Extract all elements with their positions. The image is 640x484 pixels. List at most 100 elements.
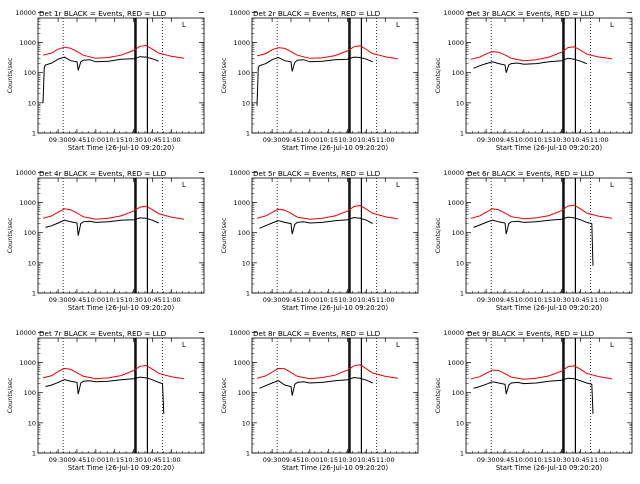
x-tick-label: 10:45 xyxy=(571,136,590,144)
series-lld-line xyxy=(42,364,184,380)
x-tick-label: 10:15 xyxy=(319,456,338,464)
y-tick-label: 10 xyxy=(242,259,250,267)
series-events-line xyxy=(473,216,594,266)
x-tick-label: 09:45 xyxy=(496,296,515,304)
y-tick-label: 1 xyxy=(32,130,36,138)
x-tick-label: 10:30 xyxy=(124,456,143,464)
y-tick-label: 100 xyxy=(238,229,250,237)
x-tick-label: 10:00 xyxy=(86,136,105,144)
x-axis-label: Start Time (26-Jul-10 09:20:20) xyxy=(496,304,603,312)
x-axis-label: Start Time (26-Jul-10 09:20:20) xyxy=(68,464,175,472)
series-lld-line xyxy=(42,205,184,220)
panel-title: Det 6r BLACK = Events, RED = LLD xyxy=(467,169,595,178)
x-tick-label: 10:15 xyxy=(533,136,552,144)
x-tick-label: 10:45 xyxy=(143,456,162,464)
series-lld-line xyxy=(470,365,612,380)
x-tick-label: 10:15 xyxy=(319,136,338,144)
y-axis-label: Counts/sec xyxy=(220,217,228,253)
x-tick-label: 11:00 xyxy=(590,456,609,464)
series-events-line xyxy=(45,376,165,414)
x-tick-label: 11:00 xyxy=(376,136,395,144)
series-events-line xyxy=(45,217,159,236)
legend-marker: L xyxy=(182,181,186,189)
x-axis-label: Start Time (26-Jul-10 09:20:20) xyxy=(496,144,603,152)
series-lld-line xyxy=(42,44,184,59)
y-tick-label: 1 xyxy=(32,450,36,458)
x-tick-label: 09:30 xyxy=(49,296,68,304)
x-tick-label: 09:45 xyxy=(282,136,301,144)
x-tick-label: 10:30 xyxy=(124,296,143,304)
series-lld-line xyxy=(470,204,612,220)
detector-panel-6: Det 6r BLACK = Events, RED = LLD 1 10 100 10… xyxy=(434,169,633,312)
y-tick-label: 10 xyxy=(456,259,464,267)
legend-marker: L xyxy=(610,181,614,189)
x-tick-label: 09:30 xyxy=(477,296,496,304)
x-tick-label: 10:15 xyxy=(319,296,338,304)
series-lld-line xyxy=(256,364,398,380)
detector-panel-4: Det 4r BLACK = Events, RED = LLD 1 10 100 10… xyxy=(6,169,205,312)
x-tick-label: 10:30 xyxy=(552,456,571,464)
panel-title: Det 5r BLACK = Events, RED = LLD xyxy=(253,169,381,178)
y-tick-label: 1000 xyxy=(447,199,464,207)
x-tick-label: 11:00 xyxy=(590,136,609,144)
panel-title: Det 7r BLACK = Events, RED = LLD xyxy=(39,329,167,338)
legend-marker: L xyxy=(396,21,400,29)
y-tick-label: 10 xyxy=(28,259,36,267)
detector-panel-7: Det 7r BLACK = Events, RED = LLD 1 10 100 10… xyxy=(6,329,205,472)
x-axis-label: Start Time (26-Jul-10 09:20:20) xyxy=(282,144,389,152)
x-tick-label: 09:30 xyxy=(263,456,282,464)
x-tick-label: 10:30 xyxy=(124,136,143,144)
x-tick-label: 10:45 xyxy=(357,136,376,144)
y-tick-label: 100 xyxy=(24,389,36,397)
y-tick-label: 10 xyxy=(242,419,250,427)
y-tick-label: 1 xyxy=(460,130,464,138)
series-events-line xyxy=(42,56,159,103)
x-tick-label: 09:45 xyxy=(496,136,515,144)
y-tick-label: 1 xyxy=(32,290,36,298)
y-axis-label: Counts/sec xyxy=(434,377,442,413)
y-tick-label: 1000 xyxy=(19,39,36,47)
y-tick-label: 10000 xyxy=(443,9,464,17)
x-tick-label: 10:00 xyxy=(86,456,105,464)
x-tick-label: 10:00 xyxy=(514,456,533,464)
y-axis-label: Counts/sec xyxy=(6,377,14,413)
x-tick-label: 10:00 xyxy=(300,296,319,304)
y-tick-label: 1000 xyxy=(19,199,36,207)
x-tick-label: 09:45 xyxy=(68,456,87,464)
series-lld-line xyxy=(256,45,398,60)
series-events-line xyxy=(259,216,373,235)
x-tick-label: 10:45 xyxy=(143,296,162,304)
x-tick-label: 10:00 xyxy=(514,296,533,304)
x-tick-label: 10:15 xyxy=(533,296,552,304)
x-tick-label: 09:45 xyxy=(68,296,87,304)
y-tick-label: 1000 xyxy=(233,359,250,367)
x-tick-label: 10:30 xyxy=(552,296,571,304)
x-tick-label: 10:45 xyxy=(571,296,590,304)
y-tick-label: 100 xyxy=(452,389,464,397)
y-tick-label: 100 xyxy=(452,69,464,77)
x-tick-label: 09:30 xyxy=(477,456,496,464)
x-tick-label: 09:30 xyxy=(477,136,496,144)
y-tick-label: 10 xyxy=(242,99,250,107)
x-tick-label: 10:30 xyxy=(552,136,571,144)
y-tick-label: 10000 xyxy=(15,329,36,337)
x-axis-label: Start Time (26-Jul-10 09:20:20) xyxy=(68,304,175,312)
y-tick-label: 10000 xyxy=(15,9,36,17)
y-tick-label: 1000 xyxy=(233,39,250,47)
x-axis-label: Start Time (26-Jul-10 09:20:20) xyxy=(68,144,175,152)
x-axis-label: Start Time (26-Jul-10 09:20:20) xyxy=(282,464,389,472)
x-tick-label: 09:30 xyxy=(263,296,282,304)
x-tick-label: 10:30 xyxy=(338,456,357,464)
y-tick-label: 1000 xyxy=(447,39,464,47)
x-tick-label: 09:45 xyxy=(68,136,87,144)
detector-panel-5: Det 5r BLACK = Events, RED = LLD 1 10 100 10… xyxy=(220,169,419,312)
x-tick-label: 10:45 xyxy=(357,296,376,304)
y-tick-label: 10000 xyxy=(443,169,464,177)
y-tick-label: 100 xyxy=(24,69,36,77)
x-tick-label: 09:45 xyxy=(282,296,301,304)
detector-panel-1: Det 1r BLACK = Events, RED = LLD 1 10 100 10… xyxy=(6,9,205,152)
x-tick-label: 11:00 xyxy=(162,296,181,304)
y-tick-label: 1000 xyxy=(233,199,250,207)
detector-panel-9: Det 9r BLACK = Events, RED = LLD 1 10 100 10… xyxy=(434,329,633,472)
x-tick-label: 11:00 xyxy=(162,136,181,144)
